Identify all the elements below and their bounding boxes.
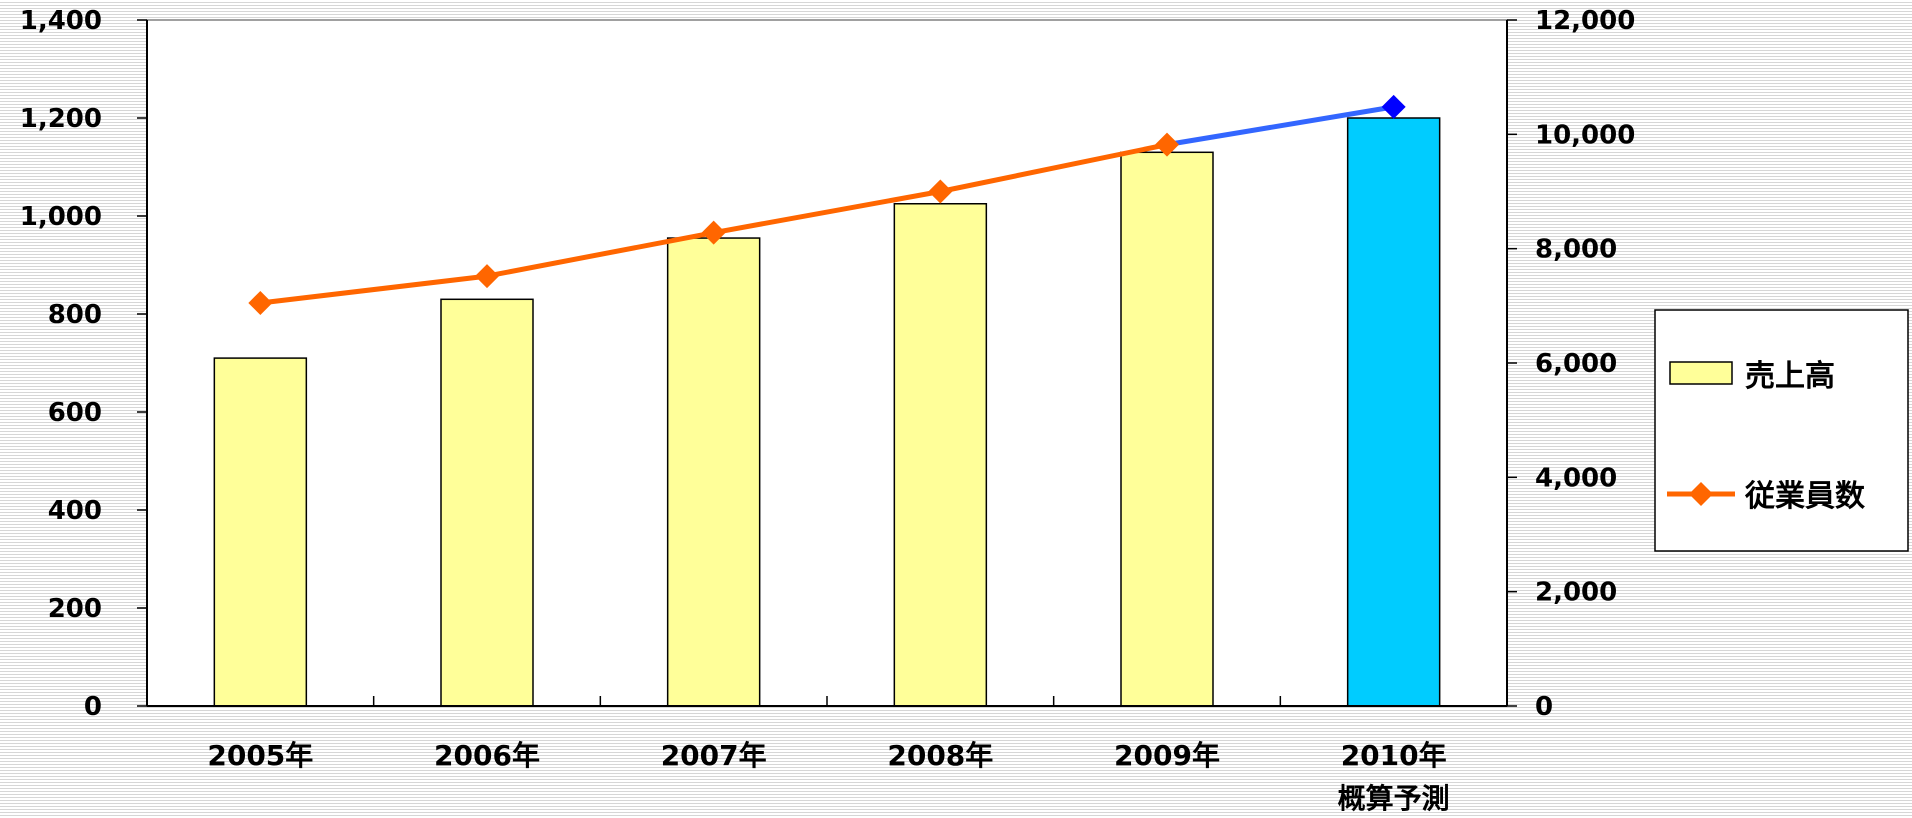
right-tick-label: 2,000 (1535, 578, 1617, 608)
right-tick-label: 0 (1535, 692, 1553, 722)
right-tick-label: 6,000 (1535, 349, 1617, 379)
bar-sales (893, 203, 988, 707)
marker-employees (475, 264, 499, 289)
bar-sales (213, 357, 308, 707)
marker-employees (248, 290, 273, 315)
marker-employees (1155, 132, 1179, 157)
left-y-axis: 0 200 400 600 800 1,000 1,200 1,400 (20, 6, 147, 722)
bar-sales (666, 237, 761, 707)
axes (146, 20, 1508, 707)
bar-sales (440, 298, 534, 707)
left-tick-label: 200 (48, 594, 102, 624)
left-tick-label: 600 (48, 398, 102, 428)
left-tick-label: 1,200 (20, 104, 102, 134)
category-sublabel: 概算予測 (1338, 782, 1450, 815)
plot-area (146, 19, 1508, 707)
category-label: 2010年 (1341, 739, 1447, 772)
bar-sales (1120, 151, 1214, 707)
left-tick-label: 400 (48, 496, 102, 526)
line-employees-forecast (1166, 104, 1395, 148)
category-label: 2009年 (1114, 739, 1220, 772)
category-label: 2005年 (207, 739, 313, 772)
marker-employees (1381, 94, 1406, 119)
left-tick-label: 1,000 (20, 202, 102, 232)
bar-sales (1346, 117, 1441, 707)
legend: 売上高 従業員数 (1654, 309, 1909, 552)
marker-employees (928, 179, 953, 204)
left-tick-label: 800 (48, 300, 102, 330)
legend-box (1654, 309, 1909, 552)
right-tick-label: 12,000 (1535, 6, 1635, 36)
legend-swatch-sales (1669, 361, 1733, 385)
category-label: 2007年 (661, 739, 767, 772)
left-tick-label: 1,400 (20, 6, 102, 36)
bar-series-sales (213, 117, 1441, 707)
legend-marker-employees (1689, 482, 1713, 506)
left-tick-label: 0 (84, 692, 102, 722)
right-tick-label: 10,000 (1535, 120, 1635, 150)
right-tick-label: 8,000 (1535, 235, 1617, 265)
legend-label-sales: 売上高 (1745, 359, 1835, 394)
right-y-axis: 0 2,000 4,000 6,000 8,000 10,000 12,000 (1507, 6, 1635, 722)
marker-employees (701, 220, 726, 245)
category-label: 2008年 (887, 739, 993, 772)
category-label: 2006年 (434, 739, 540, 772)
legend-label-employees: 従業員数 (1744, 479, 1866, 514)
line-series-employees (248, 94, 1406, 315)
right-tick-label: 4,000 (1535, 463, 1617, 493)
